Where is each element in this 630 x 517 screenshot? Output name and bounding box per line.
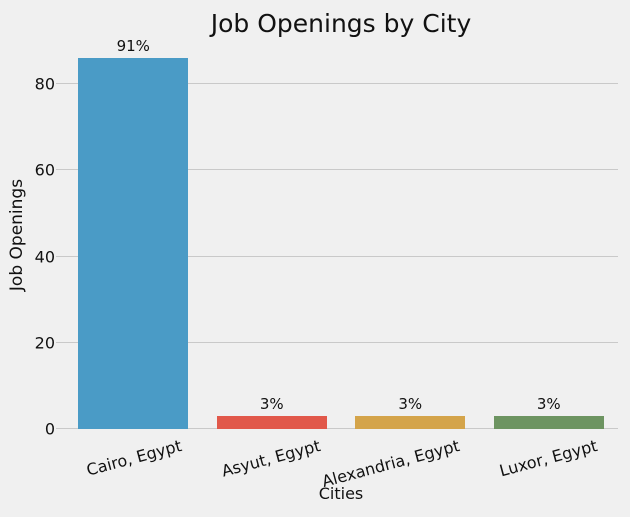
- gridline: [56, 341, 618, 343]
- gridline: [56, 83, 618, 85]
- bar-value-label: 3%: [398, 395, 423, 414]
- y-tick-label: 80: [34, 74, 55, 94]
- bar-luxor: [493, 416, 604, 429]
- y-tick-label: 0: [44, 419, 55, 439]
- y-tick-label: 60: [34, 160, 55, 180]
- x-tick-label: Alexandria, Egypt: [319, 436, 462, 492]
- gridline: [56, 428, 618, 429]
- plot-area: 91% 3% 3% 3%: [56, 37, 618, 429]
- x-tick-label: Cairo, Egypt: [84, 436, 185, 480]
- bar-cairo: [78, 58, 189, 429]
- y-tick-label: 40: [34, 247, 55, 267]
- x-tick-label: Asyut, Egypt: [219, 436, 323, 481]
- gridline: [56, 169, 618, 171]
- y-axis-label: Job Openings: [7, 178, 27, 292]
- x-axis-label: Cities: [318, 484, 364, 503]
- gridline: [56, 255, 618, 257]
- chart-title: Job Openings by City: [210, 9, 472, 38]
- bar-value-label: 91%: [116, 37, 150, 56]
- bar-alexandria: [355, 416, 466, 429]
- bar-value-label: 3%: [259, 395, 284, 414]
- bar-value-label: 3%: [536, 395, 561, 414]
- y-tick-label: 20: [34, 333, 55, 353]
- x-tick-label: Luxor, Egypt: [497, 436, 600, 481]
- bar-asyut: [216, 416, 327, 429]
